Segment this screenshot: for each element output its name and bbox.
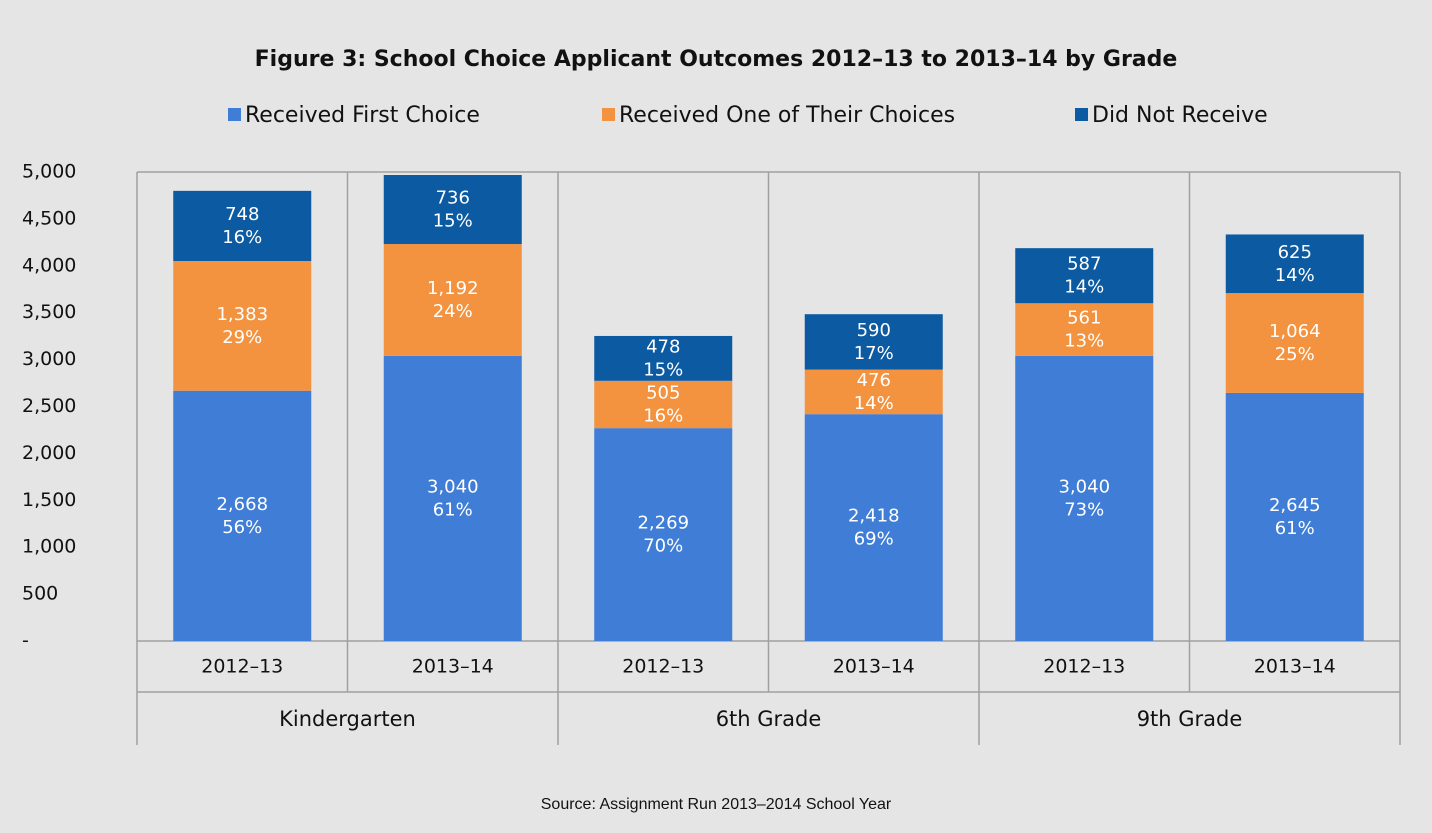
share-label: 15% — [643, 359, 683, 380]
legend-label: Received First Choice — [245, 103, 480, 128]
y-tick-label: 1,500 — [22, 489, 76, 511]
value-label: 736 — [436, 188, 470, 209]
y-tick-label: 3,500 — [22, 301, 76, 323]
share-label: 16% — [222, 227, 262, 248]
bar-segment — [1015, 248, 1154, 304]
group-label: 9th Grade — [1137, 707, 1243, 731]
bar-segment — [383, 175, 522, 245]
share-label: 61% — [433, 499, 473, 520]
y-tick-label: - — [22, 630, 29, 652]
value-label: 2,668 — [216, 494, 268, 515]
value-label: 476 — [857, 370, 891, 391]
y-tick-label: 2,000 — [22, 442, 76, 464]
share-label: 14% — [1064, 277, 1104, 298]
share-label: 70% — [643, 536, 683, 557]
legend-label: Received One of Their Choices — [619, 103, 955, 128]
y-tick-label: 1,000 — [22, 536, 76, 558]
y-tick-label: 500 — [22, 583, 58, 605]
source: Source: Assignment Run 2013–2014 School … — [541, 796, 892, 813]
value-label: 748 — [225, 204, 259, 225]
share-label: 17% — [854, 343, 894, 364]
share-label: 29% — [222, 327, 262, 348]
share-label: 24% — [433, 301, 473, 322]
y-tick-label: 2,500 — [22, 395, 76, 417]
bar-segment — [804, 314, 943, 370]
value-label: 505 — [646, 382, 680, 403]
bar-segment — [594, 428, 733, 641]
bar-segment — [1225, 392, 1364, 641]
share-label: 15% — [433, 211, 473, 232]
share-label: 13% — [1064, 331, 1104, 352]
share-label: 73% — [1064, 499, 1104, 520]
share-label: 14% — [854, 393, 894, 414]
bar-segment — [173, 390, 312, 641]
legend-swatch — [1075, 108, 1088, 121]
y-tick-label: 5,000 — [22, 161, 76, 183]
x-tick-label: 2013–14 — [833, 656, 915, 678]
value-label: 478 — [646, 336, 680, 357]
bar-segment — [594, 335, 733, 381]
bar-segment — [1225, 234, 1364, 294]
legend-swatch — [602, 108, 615, 121]
group-label: Kindergarten — [279, 707, 416, 731]
y-tick-label: 4,000 — [22, 254, 76, 276]
value-label: 1,192 — [427, 278, 479, 299]
legend-label: Did Not Receive — [1092, 103, 1268, 128]
value-label: 587 — [1067, 254, 1101, 275]
value-label: 561 — [1067, 308, 1101, 329]
x-tick-label: 2013–14 — [1254, 656, 1336, 678]
share-label: 56% — [222, 517, 262, 538]
bar-segment — [804, 369, 943, 415]
x-tick-label: 2012–13 — [1043, 656, 1125, 678]
share-label: 16% — [643, 405, 683, 426]
bar-segment — [804, 414, 943, 641]
value-label: 2,418 — [848, 506, 900, 527]
x-tick-label: 2013–14 — [412, 656, 494, 678]
bar-segment — [1225, 293, 1364, 393]
chart-title: Figure 3: School Choice Applicant Outcom… — [255, 47, 1178, 72]
y-tick-label: 4,500 — [22, 207, 76, 229]
bar-segment — [173, 261, 312, 391]
bar-segment — [383, 244, 522, 356]
bar-segment — [383, 355, 522, 641]
value-label: 2,645 — [1269, 495, 1321, 516]
value-label: 3,040 — [1058, 476, 1110, 497]
x-tick-label: 2012–13 — [201, 656, 283, 678]
share-label: 25% — [1275, 344, 1315, 365]
y-tick-label: 3,000 — [22, 348, 76, 370]
bar-segment — [594, 380, 733, 429]
value-label: 2,269 — [637, 513, 689, 534]
group-label: 6th Grade — [716, 707, 822, 731]
value-label: 1,383 — [216, 304, 268, 325]
bar-segment — [1015, 303, 1154, 356]
x-tick-label: 2012–13 — [622, 656, 704, 678]
value-label: 625 — [1278, 242, 1312, 263]
value-label: 1,064 — [1269, 321, 1321, 342]
share-label: 14% — [1275, 265, 1315, 286]
bar-segment — [173, 190, 312, 262]
value-label: 590 — [857, 320, 891, 341]
bar-segment — [1015, 355, 1154, 641]
legend-swatch — [228, 108, 241, 121]
value-label: 3,040 — [427, 476, 479, 497]
share-label: 69% — [854, 529, 894, 550]
share-label: 61% — [1275, 518, 1315, 539]
